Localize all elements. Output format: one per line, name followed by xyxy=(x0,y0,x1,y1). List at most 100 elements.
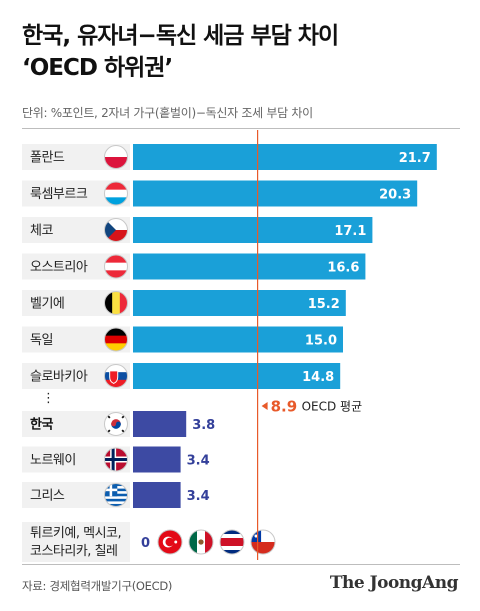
greece-flag-icon-cross-h xyxy=(104,488,118,492)
bar xyxy=(133,411,187,437)
chile-flag-icon-stripe xyxy=(251,542,275,554)
greece-flag-icon-stripe xyxy=(104,496,128,500)
average-value: 8.9 xyxy=(271,398,298,416)
bar xyxy=(133,290,346,316)
poland-flag-icon xyxy=(104,145,128,169)
luxembourg-flag-icon-body xyxy=(104,182,128,205)
slovakia-flag-icon-shield xyxy=(109,370,119,385)
chart-subtitle: 단위: %포인트, 2자녀 가구(홑벌이)−독신자 조세 부담 차이 xyxy=(22,106,313,120)
category-label: 체코 xyxy=(30,224,53,239)
chile-flag-icon-star xyxy=(254,534,258,538)
czech-flag-icon-ring xyxy=(104,218,128,242)
category-cell xyxy=(22,522,130,562)
norway-flag-icon-cross-h-blue xyxy=(104,458,128,461)
source-note: 자료: 경제협력개발기구(OECD) xyxy=(22,579,173,593)
turkey-flag-icon xyxy=(157,529,183,555)
average-pointer xyxy=(261,402,268,410)
korea-flag-icon-ring xyxy=(104,412,128,436)
korea-flag-icon-taeguk-swirl-blue xyxy=(116,421,121,427)
luxembourg-flag-icon-ring xyxy=(104,181,128,206)
mexico-flag-icon xyxy=(188,529,214,555)
costa-rica-flag-icon-stripe xyxy=(220,550,244,554)
czech-flag-icon xyxy=(104,218,128,242)
norway-flag-icon-body xyxy=(104,448,128,471)
czech-flag-icon-triangle xyxy=(104,218,116,242)
luxembourg-flag-icon-stripe xyxy=(104,182,128,190)
greece-flag-icon-stripe xyxy=(104,498,128,502)
turkey-flag-icon-body xyxy=(158,530,182,554)
belgium-flag-icon-ring xyxy=(104,291,128,315)
costa-rica-flag-icon-stripe xyxy=(220,534,244,539)
chart-title: 한국, 유자녀−독신 세금 부담 차이 ‘OECD 하위권’ xyxy=(22,20,462,84)
bar xyxy=(133,253,366,280)
category-label-line: 튀르키예, 멕시코, xyxy=(30,526,121,541)
belgium-flag-icon-stripe xyxy=(119,291,128,315)
value-label: 0 xyxy=(141,536,150,551)
slovakia-flag-icon-body xyxy=(104,364,128,388)
germany-flag-icon xyxy=(104,327,128,352)
poland-flag-icon-body xyxy=(104,145,128,169)
korea-flag-icon xyxy=(104,412,128,436)
category-label-line: 코스타리카, 칠레 xyxy=(30,544,118,559)
czech-flag-icon-stripe xyxy=(104,230,128,242)
value-label: 3.4 xyxy=(187,489,210,504)
turkey-flag-icon-crescent-inner xyxy=(165,537,175,547)
belgium-flag-icon-body xyxy=(104,291,128,315)
category-label: 슬로바키아 xyxy=(30,370,88,385)
norway-flag-icon xyxy=(104,447,128,472)
slovakia-flag-icon-stripe xyxy=(104,364,128,373)
turkey-flag-icon-star xyxy=(174,540,178,544)
value-label: 15.0 xyxy=(305,334,337,349)
poland-flag-icon-stripe xyxy=(104,145,128,158)
greece-flag-icon-stripe xyxy=(104,501,128,505)
bar xyxy=(133,144,437,170)
title-line-1: 한국, 유자녀−독신 세금 부담 차이 xyxy=(22,23,339,49)
bottom-divider xyxy=(22,564,460,565)
korea-flag-icon-body xyxy=(104,412,128,436)
greece-flag-icon-ring xyxy=(104,483,128,507)
value-label: 17.1 xyxy=(334,224,366,239)
czech-flag-icon-body xyxy=(104,218,128,242)
mexico-flag-icon-stripe xyxy=(189,530,198,554)
turkey-flag-icon-ring xyxy=(157,529,183,555)
germany-flag-icon-ring xyxy=(104,327,128,352)
average-label: OECD 평균 xyxy=(302,400,363,414)
germany-flag-icon-stripe xyxy=(104,343,128,351)
value-label: 15.2 xyxy=(308,297,340,312)
slovakia-flag-icon-stripe xyxy=(104,379,128,388)
mexico-flag-icon-stripe xyxy=(205,530,213,554)
costa-rica-flag-icon-stripe xyxy=(220,530,244,535)
belgium-flag-icon xyxy=(104,291,128,315)
bar xyxy=(133,363,341,389)
germany-flag-icon-stripe xyxy=(104,335,128,344)
bar xyxy=(133,217,373,243)
bar xyxy=(133,446,181,473)
chile-flag-icon-ring xyxy=(250,529,276,555)
austria-flag-icon-body xyxy=(104,255,128,278)
luxembourg-flag-icon-stripe xyxy=(104,189,128,198)
belgium-flag-icon-stripe xyxy=(104,291,113,315)
austria-flag-icon-stripe xyxy=(104,270,128,278)
value-label: 16.6 xyxy=(327,261,359,276)
austria-flag-icon-stripe xyxy=(104,262,128,271)
luxembourg-flag-icon-stripe xyxy=(104,197,128,205)
austria-flag-icon-ring xyxy=(104,254,128,279)
category-label: 한국 xyxy=(30,417,53,433)
greece-flag-icon xyxy=(104,483,128,507)
top-divider xyxy=(22,128,460,129)
category-label: 벨기에 xyxy=(30,297,64,312)
poland-flag-icon-stripe xyxy=(104,157,128,169)
austria-flag-icon xyxy=(104,254,128,279)
value-label: 20.3 xyxy=(379,188,411,203)
costa-rica-flag-icon xyxy=(219,529,245,555)
value-label: 3.8 xyxy=(192,418,215,433)
value-label: 3.4 xyxy=(187,454,210,469)
title-line-2: ‘OECD 하위권’ xyxy=(22,55,173,81)
ellipsis-mark: ⋮ xyxy=(42,391,55,406)
costa-rica-flag-icon-ring xyxy=(219,529,245,555)
category-label: 그리스 xyxy=(30,489,65,504)
germany-flag-icon-stripe xyxy=(104,328,128,336)
poland-flag-icon-ring xyxy=(104,145,128,169)
category-label: 룩셈부르크 xyxy=(30,187,88,202)
